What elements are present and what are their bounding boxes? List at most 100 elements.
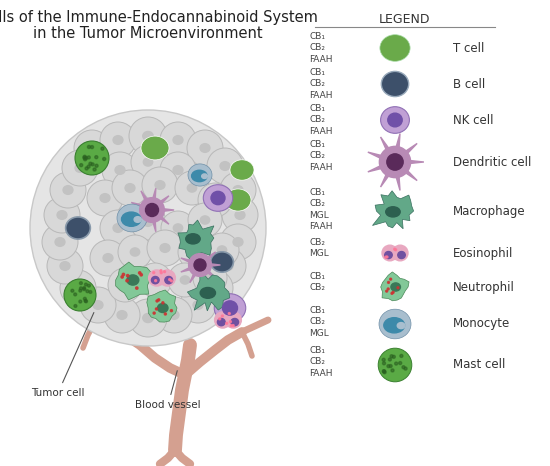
Circle shape (30, 110, 266, 346)
Polygon shape (372, 191, 414, 229)
Text: Neutrophil: Neutrophil (453, 281, 515, 294)
Ellipse shape (381, 71, 409, 96)
Circle shape (404, 367, 407, 370)
Ellipse shape (392, 245, 408, 261)
Text: CB₁
CB₂
FAAH: CB₁ CB₂ FAAH (309, 68, 333, 100)
Ellipse shape (160, 244, 170, 252)
Circle shape (82, 288, 86, 291)
Circle shape (395, 362, 398, 365)
Text: Monocyte: Monocyte (453, 317, 510, 330)
Text: Mast cell: Mast cell (453, 358, 505, 371)
Ellipse shape (125, 184, 135, 192)
Ellipse shape (155, 181, 165, 189)
Circle shape (130, 204, 166, 240)
Text: CB₁
CB₂
MGL: CB₁ CB₂ MGL (309, 306, 329, 338)
Circle shape (382, 362, 386, 365)
Ellipse shape (143, 131, 153, 141)
Circle shape (80, 282, 82, 285)
Circle shape (383, 371, 386, 374)
Text: Tumor cell: Tumor cell (31, 313, 94, 398)
Circle shape (153, 312, 155, 314)
Circle shape (100, 210, 136, 246)
Text: CB₂
MGL: CB₂ MGL (309, 238, 329, 259)
Text: CB₁
CB₂
MGL
FAAH: CB₁ CB₂ MGL FAAH (309, 188, 333, 231)
Circle shape (89, 290, 92, 294)
Ellipse shape (113, 224, 123, 233)
Circle shape (193, 261, 227, 295)
Circle shape (399, 362, 402, 364)
Circle shape (189, 254, 211, 276)
Circle shape (392, 291, 394, 293)
Ellipse shape (191, 170, 207, 182)
Text: CB₁
CB₂
FAAH: CB₁ CB₂ FAAH (309, 140, 333, 172)
Circle shape (140, 274, 142, 276)
Ellipse shape (231, 318, 239, 326)
Circle shape (388, 358, 392, 361)
Polygon shape (181, 258, 201, 267)
Circle shape (378, 348, 412, 382)
Circle shape (90, 240, 126, 276)
Circle shape (390, 355, 393, 358)
Circle shape (155, 280, 157, 281)
Circle shape (205, 233, 239, 267)
Ellipse shape (204, 185, 233, 211)
Ellipse shape (173, 166, 183, 174)
Polygon shape (381, 137, 398, 164)
Ellipse shape (210, 284, 220, 292)
Ellipse shape (188, 184, 197, 192)
Circle shape (79, 289, 82, 292)
Circle shape (220, 224, 256, 260)
Circle shape (136, 287, 138, 289)
Circle shape (198, 183, 232, 217)
Circle shape (87, 284, 90, 287)
Circle shape (147, 230, 183, 266)
Ellipse shape (143, 314, 153, 322)
Circle shape (87, 156, 90, 159)
Ellipse shape (117, 311, 127, 319)
Ellipse shape (63, 185, 73, 194)
Polygon shape (131, 202, 153, 212)
Polygon shape (368, 159, 396, 172)
Ellipse shape (57, 211, 67, 219)
Circle shape (74, 293, 76, 296)
Ellipse shape (226, 312, 241, 328)
Polygon shape (150, 196, 169, 212)
Ellipse shape (384, 318, 405, 333)
Text: Eosinophil: Eosinophil (453, 247, 513, 260)
Circle shape (50, 172, 86, 208)
Polygon shape (190, 247, 202, 266)
Text: Macrophage: Macrophage (453, 205, 526, 218)
Ellipse shape (188, 164, 212, 186)
Circle shape (91, 145, 94, 149)
Circle shape (383, 370, 386, 373)
Polygon shape (131, 207, 153, 218)
Polygon shape (368, 152, 396, 165)
Polygon shape (152, 207, 174, 212)
Circle shape (382, 370, 386, 373)
Circle shape (402, 366, 405, 369)
Circle shape (102, 152, 138, 188)
Circle shape (100, 122, 136, 158)
Polygon shape (392, 161, 400, 191)
Ellipse shape (55, 238, 65, 247)
Circle shape (82, 287, 86, 289)
Circle shape (138, 263, 172, 297)
Polygon shape (181, 263, 201, 272)
Ellipse shape (220, 162, 230, 170)
Circle shape (153, 272, 155, 274)
Circle shape (91, 163, 94, 166)
Ellipse shape (202, 174, 207, 178)
Circle shape (84, 299, 87, 302)
Ellipse shape (391, 283, 400, 291)
Circle shape (386, 290, 388, 292)
Circle shape (118, 235, 152, 269)
Ellipse shape (93, 301, 103, 309)
Ellipse shape (211, 252, 233, 272)
Circle shape (80, 287, 82, 290)
Circle shape (71, 289, 74, 292)
Ellipse shape (217, 246, 227, 254)
Ellipse shape (180, 276, 190, 284)
Circle shape (42, 224, 78, 260)
Circle shape (387, 288, 389, 290)
Ellipse shape (217, 318, 225, 326)
